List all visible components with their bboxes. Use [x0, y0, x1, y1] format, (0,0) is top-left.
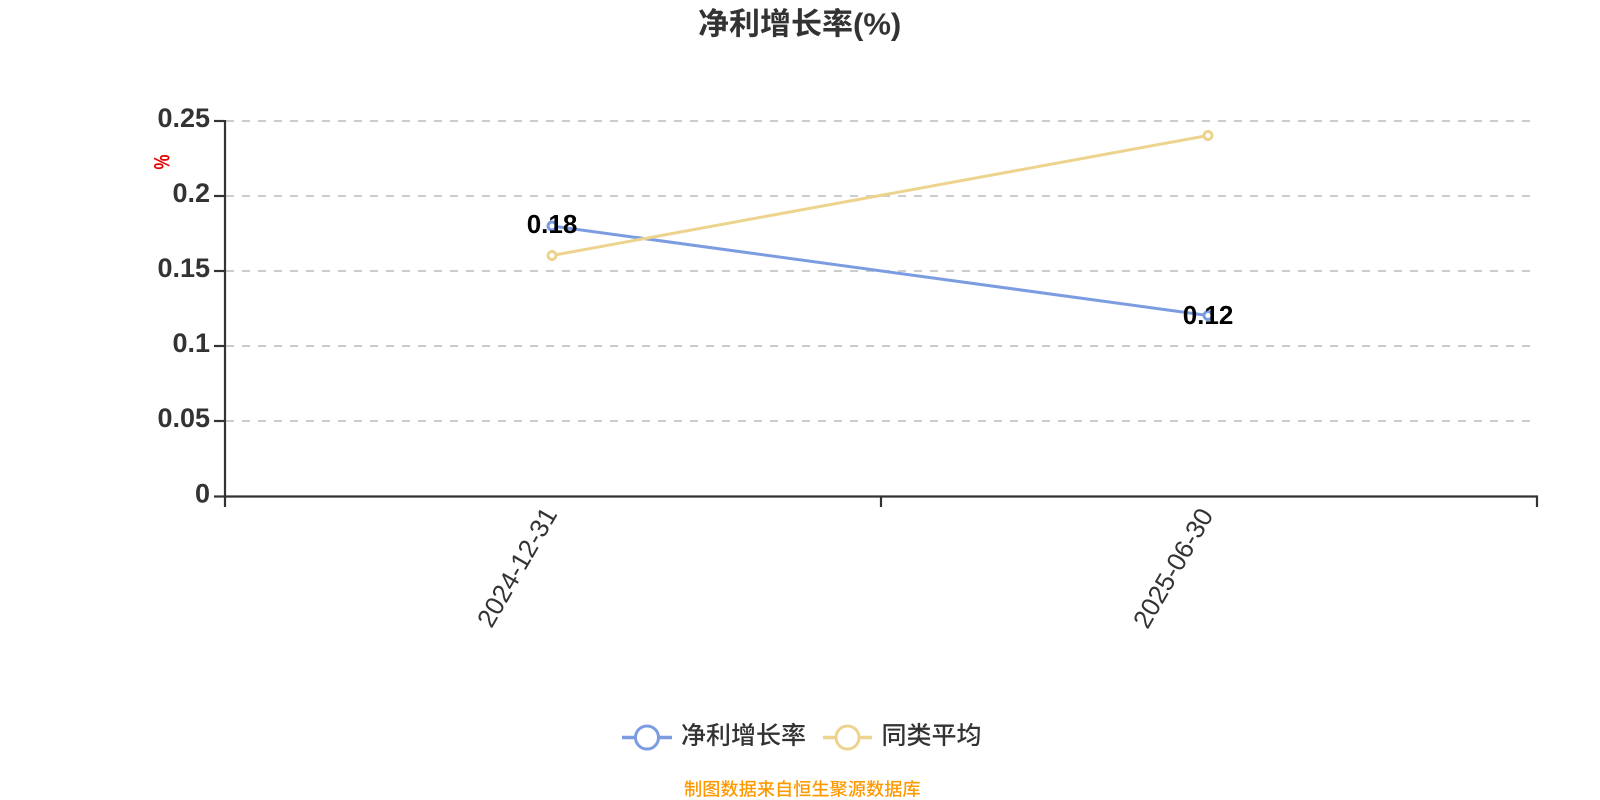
svg-text:0.1: 0.1 [172, 328, 210, 358]
svg-text:0.05: 0.05 [157, 403, 210, 433]
svg-text:0.2: 0.2 [172, 178, 210, 208]
svg-text:0: 0 [195, 479, 210, 509]
svg-text:%: % [151, 155, 176, 170]
svg-text:0.12: 0.12 [1183, 300, 1234, 330]
svg-text:0.25: 0.25 [157, 103, 210, 133]
svg-text:0.18: 0.18 [527, 209, 578, 239]
svg-text:0.15: 0.15 [157, 253, 210, 283]
svg-text:(%): (%) [853, 6, 901, 41]
